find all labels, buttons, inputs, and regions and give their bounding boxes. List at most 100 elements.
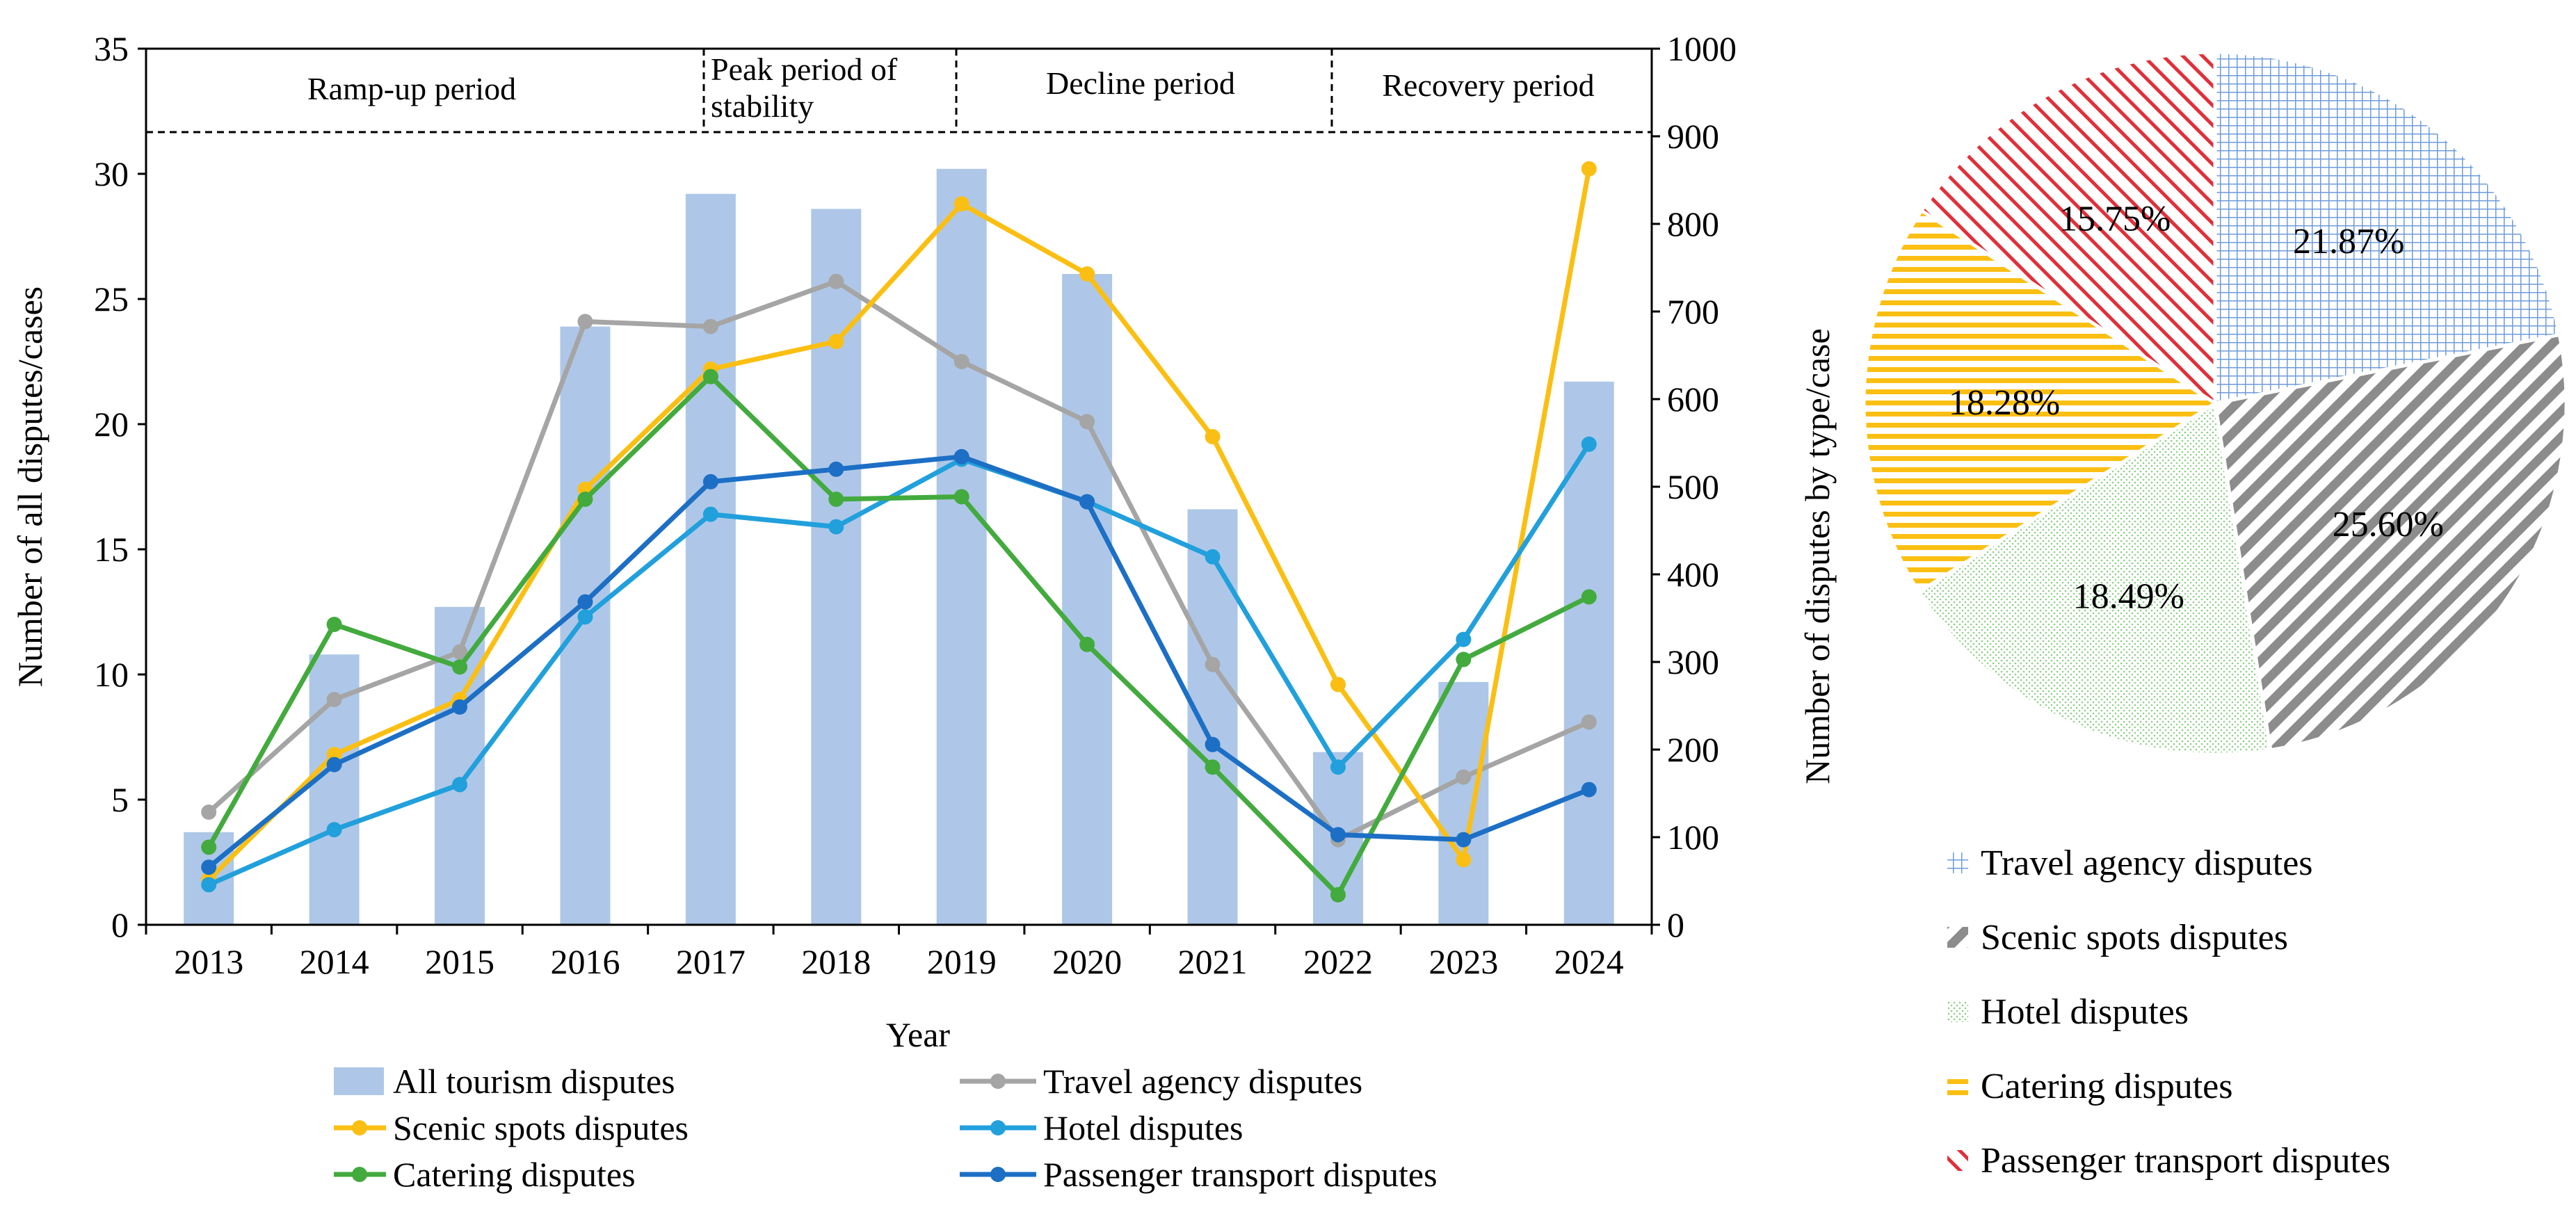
point-travel-agency-disputes-2019 [953,354,969,369]
point-catering-disputes-2014 [326,617,342,632]
point-catering-disputes-2016 [577,492,593,507]
point-travel-agency-disputes-2024 [1581,714,1597,730]
legend-marker-travel-agency [990,1074,1006,1089]
point-hotel-disputes-2022 [1330,759,1346,775]
point-passenger-transport-disputes-2023 [1456,832,1472,848]
point-catering-disputes-2020 [1079,636,1095,652]
point-passenger-transport-disputes-2022 [1330,827,1346,843]
x-tick-label: 2016 [550,942,620,981]
lines-layer [201,161,1597,903]
pie-slice-travel-agency-disputes [2213,50,2562,406]
pie-label-passenger-transport-disputes: 15.75% [2059,199,2171,238]
y-right-tick-label: 1000 [1667,29,1737,68]
point-catering-disputes-2015 [452,659,468,675]
legend-item-catering: Catering disputes [334,1155,636,1194]
point-passenger-transport-disputes-2014 [326,757,342,773]
pie-slice-catering-disputes [1862,208,2219,595]
point-passenger-transport-disputes-2017 [702,474,718,490]
line-catering-disputes [207,374,1591,898]
y-left-tick-label: 30 [94,154,129,193]
legend-marker-catering [352,1167,367,1182]
point-scenic-spots-disputes-2024 [1581,161,1597,177]
point-catering-disputes-2013 [201,839,217,855]
point-scenic-spots-disputes-2021 [1205,429,1221,444]
legend-marker-passenger-transport [990,1167,1006,1182]
pie-legend-label-catering-disputes: Catering disputes [1981,1067,2233,1106]
y-right-tick-label: 900 [1667,117,1719,156]
point-catering-disputes-2018 [828,492,844,507]
point-scenic-spots-disputes-2020 [1079,266,1095,282]
x-tick-label: 2015 [425,942,494,981]
pie-legend-label-passenger-transport-disputes: Passenger transport disputes [1981,1141,2390,1181]
point-catering-disputes-2023 [1456,652,1472,668]
line-travel-agency-disputes [207,279,1591,843]
legend-label-hotel: Hotel disputes [1043,1108,1243,1147]
pie-legend-swatch-hotel-disputes [1947,1001,1968,1022]
point-passenger-transport-disputes-2018 [828,461,844,477]
legend-label-travel-agency: Travel agency disputes [1043,1062,1362,1101]
y-left-tick-label: 35 [94,29,129,68]
point-travel-agency-disputes-2018 [828,273,844,289]
pie-legend: Travel agency disputes Scenic spots dispu… [1947,843,2390,1181]
legend-item-travel-agency: Travel agency disputes [960,1062,1362,1101]
legend-item-hotel: Hotel disputes [960,1108,1243,1147]
period-rampup: Ramp-up period [307,71,516,106]
bar-all-tourism-2023 [1438,681,1489,925]
point-travel-agency-disputes-2016 [577,314,593,330]
pie-label-travel-agency-disputes: 21.87% [2293,222,2404,261]
legend-marker-hotel [990,1120,1006,1135]
y-right-tick-label: 100 [1667,818,1719,857]
period-recovery: Recovery period [1382,67,1594,103]
point-hotel-disputes-2013 [201,877,217,893]
point-hotel-disputes-2023 [1456,631,1472,647]
x-tick-label: 2013 [174,942,243,981]
y-right-tick-label: 200 [1667,730,1719,769]
pie-legend-label-hotel-disputes: Hotel disputes [1981,992,2189,1032]
point-travel-agency-disputes-2015 [452,644,468,660]
pie-legend-label-scenic-spots-disputes: Scenic spots disputes [1981,918,2288,957]
point-passenger-transport-disputes-2019 [953,448,969,464]
y-left-tick-label: 0 [111,905,129,944]
point-catering-disputes-2022 [1330,887,1346,903]
x-tick-label: 2019 [927,942,997,981]
point-hotel-disputes-2015 [452,777,468,793]
pie-label-catering-disputes: 18.28% [1949,383,2060,423]
legend-swatch-all-tourism [334,1067,384,1095]
y-right-tick-label: 700 [1667,292,1719,331]
point-hotel-disputes-2024 [1581,436,1597,452]
y-right-tick-label: 500 [1667,467,1719,506]
legend-item-scenic-spots: Scenic spots disputes [334,1108,689,1147]
bar-all-tourism-2016 [560,326,611,925]
point-passenger-transport-disputes-2015 [452,699,468,715]
period-peak-line1: Peak period of [711,51,898,87]
y-left-axis-title: Number of all disputes/cases [10,286,49,687]
period-peak-line2: stability [711,88,814,124]
y-left-tick-label: 25 [94,280,129,318]
point-hotel-disputes-2017 [702,506,718,522]
pie-legend-swatch-travel-agency-disputes [1947,852,1968,873]
legend-item-passenger-transport: Passenger transport disputes [960,1155,1438,1194]
x-tick-label: 2017 [676,942,746,981]
point-travel-agency-disputes-2014 [326,692,342,707]
point-passenger-transport-disputes-2020 [1079,494,1095,510]
point-travel-agency-disputes-2017 [702,318,718,334]
y-right-tick-label: 400 [1667,555,1719,594]
point-passenger-transport-disputes-2024 [1581,782,1597,798]
point-passenger-transport-disputes-2021 [1205,736,1221,752]
x-tick-label: 2014 [300,942,369,981]
pie-legend-label-travel-agency-disputes: Travel agency disputes [1981,843,2313,883]
point-hotel-disputes-2016 [577,609,593,625]
y-right-tick-label: 800 [1667,204,1719,243]
period-dividers [146,49,1652,134]
y-right-tick-label: 0 [1667,905,1684,944]
point-hotel-disputes-2018 [828,519,844,535]
point-passenger-transport-disputes-2016 [577,594,593,610]
point-scenic-spots-disputes-2019 [953,196,969,212]
legend-marker-scenic-spots [352,1120,367,1135]
legend-label-catering: Catering disputes [393,1155,636,1194]
x-tick-label: 2021 [1178,942,1248,981]
bar-all-tourism-2024 [1563,381,1614,925]
pie-legend-swatch-scenic-spots-disputes [1947,927,1968,948]
x-tick-label: 2024 [1554,942,1624,981]
